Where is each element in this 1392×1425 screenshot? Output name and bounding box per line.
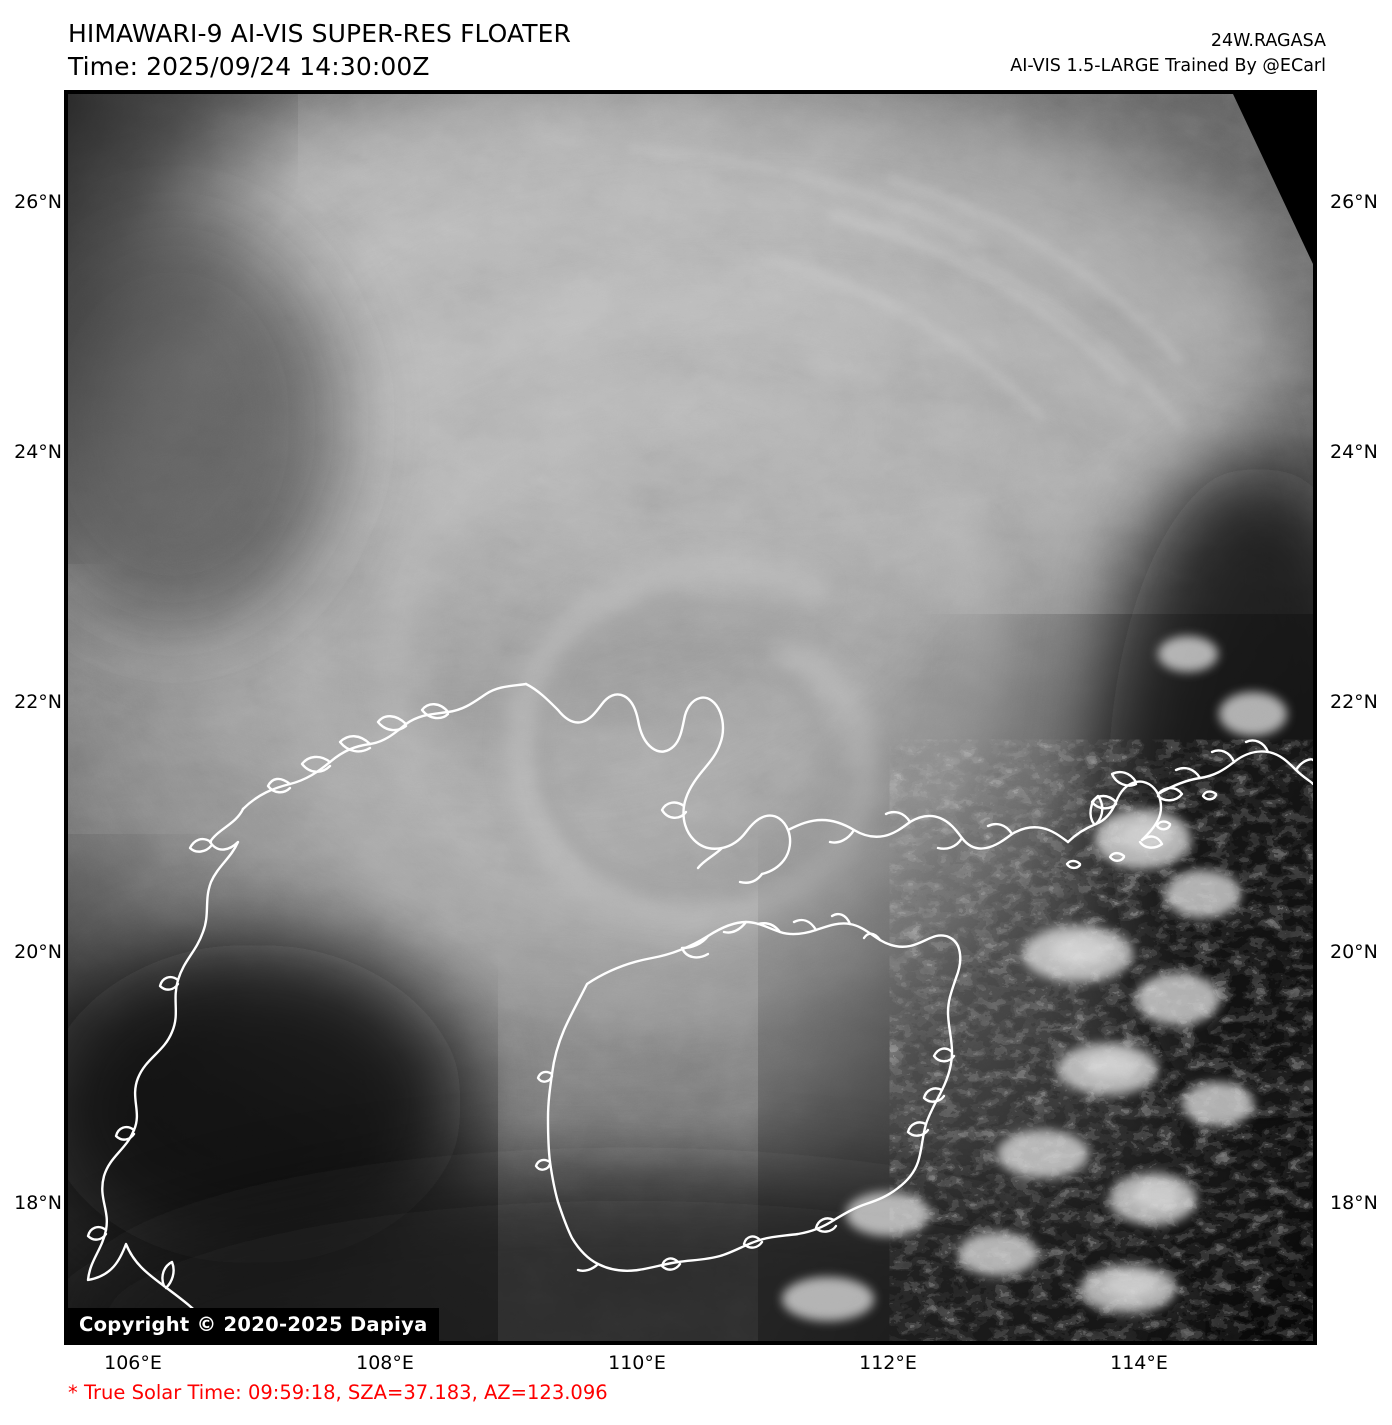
lat-tick-right-20N: 20°N [1330, 941, 1378, 963]
storm-id-label: 24W.RAGASA [1210, 31, 1326, 51]
model-credit-label: AI-VIS 1.5-LARGE Trained By @ECarl [1010, 56, 1326, 77]
sensor-noise [68, 94, 1313, 1341]
header-left-block: HIMAWARI-9 AI-VIS SUPER-RES FLOATER Time… [68, 18, 571, 83]
lon-tick-114E: 114°E [1110, 1352, 1168, 1374]
lon-tick-110E: 110°E [608, 1352, 666, 1374]
lat-tick-left-22N: 22°N [14, 691, 62, 713]
satellite-data-layer [68, 94, 1313, 1341]
coastline-gulf-of-tonkin [241, 682, 528, 811]
lon-tick-112E: 112°E [859, 1352, 917, 1374]
coastline-east-guangdong [1156, 750, 1313, 796]
lon-tick-106E: 106°E [104, 1352, 162, 1374]
satellite-image-frame: Copyright © 2020-2025 Dapiya [64, 90, 1317, 1345]
lat-tick-left-20N: 20°N [14, 941, 62, 963]
coastline-vietnam [86, 807, 245, 1341]
lat-tick-left-26N: 26°N [14, 191, 62, 213]
lon-tick-108E: 108°E [356, 1352, 414, 1374]
solar-geometry-note: * True Solar Time: 09:59:18, SZA=37.183,… [68, 1381, 608, 1404]
header-right-block: 24W.RAGASA AI-VIS 1.5-LARGE Trained By @… [1010, 30, 1326, 78]
copyright-watermark: Copyright © 2020-2025 Dapiya [68, 1308, 439, 1342]
coastline-hainan-island [546, 920, 962, 1272]
page-title: HIMAWARI-9 AI-VIS SUPER-RES FLOATER [68, 19, 572, 48]
satellite-imagery-svg [68, 94, 1313, 1341]
coastline-guangdong [786, 814, 1070, 850]
lat-tick-right-26N: 26°N [1330, 191, 1378, 213]
lat-tick-left-24N: 24°N [14, 441, 62, 463]
coastline-overlay [86, 682, 1313, 1341]
lat-tick-right-24N: 24°N [1330, 441, 1378, 463]
lat-tick-left-18N: 18°N [14, 1192, 62, 1214]
coastline-leizhou-peninsula [524, 682, 792, 876]
lat-tick-right-18N: 18°N [1330, 1192, 1378, 1214]
lat-tick-right-22N: 22°N [1330, 691, 1378, 713]
satellite-image-canvas [68, 94, 1313, 1341]
timestamp-line: Time: 2025/09/24 14:30:00Z [68, 51, 430, 81]
